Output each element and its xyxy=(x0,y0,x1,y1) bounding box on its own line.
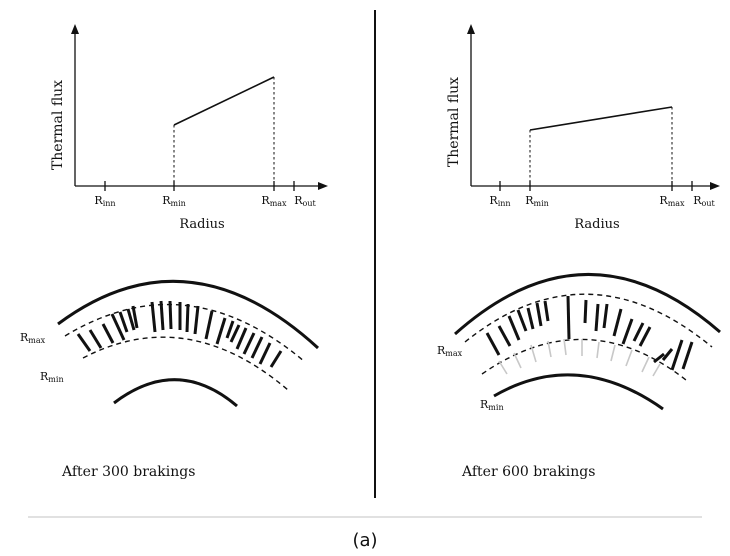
right-crack-mark-11 xyxy=(602,303,609,329)
left-crack-mark-18 xyxy=(235,327,248,350)
right-crack-mark-13 xyxy=(621,318,634,345)
left-crack-mark-5 xyxy=(118,311,129,333)
right-crack-group xyxy=(485,295,694,371)
right-crack-mark-15 xyxy=(638,326,652,347)
right-faint-crack-mark-2 xyxy=(513,352,522,369)
right-faint-crack-mark-4 xyxy=(547,340,552,358)
right-crack-mark-3 xyxy=(507,315,521,341)
right-crack-mark-17 xyxy=(661,348,674,361)
left-crack-mark-4 xyxy=(110,313,126,341)
right-crack-mark-8 xyxy=(566,295,571,340)
right-crack-mark-1 xyxy=(485,332,501,356)
right-faint-crack-mark-9 xyxy=(625,349,633,367)
right-faint-crack-mark-10 xyxy=(641,356,650,373)
left-rmin-arc xyxy=(82,336,289,391)
right-crack-mark-2 xyxy=(497,325,512,347)
left-tick-label-rinn: Rinn xyxy=(94,194,115,208)
right-faint-crack-mark-3 xyxy=(530,344,537,363)
right-crack-mark-16 xyxy=(653,352,665,364)
right-crack-mark-5 xyxy=(526,307,535,330)
right-outer-arc xyxy=(454,273,721,336)
right-crack-mark-19 xyxy=(681,341,694,370)
left-crack-mark-15 xyxy=(215,317,227,345)
left-outer-arc xyxy=(57,279,320,350)
left-tick-label-rmax: Rmax xyxy=(261,194,287,208)
right-crack-mark-4 xyxy=(516,309,528,332)
left-crack-group xyxy=(76,300,283,368)
left-y-arrow-icon xyxy=(71,24,79,34)
left-crack-mark-22 xyxy=(269,350,283,368)
left-crack-mark-14 xyxy=(204,310,214,340)
right-rmin-label: Rmin xyxy=(480,398,504,412)
left-inner-arc xyxy=(113,378,238,408)
right-faint-crack-mark-7 xyxy=(596,341,600,359)
right-rmax-arc xyxy=(464,293,713,348)
right-tick-label-rmin: Rmin xyxy=(525,194,549,208)
right-tick-label-rout: Rout xyxy=(693,194,715,208)
right-disc-sketch: Rmax Rmin After 600 brakings xyxy=(437,273,721,480)
left-crack-mark-3 xyxy=(101,323,115,344)
left-caption: After 300 brakings xyxy=(61,464,195,480)
figure-label: (a) xyxy=(352,530,377,551)
left-rmax-arc xyxy=(64,303,306,363)
left-rmax-label: Rmax xyxy=(20,331,46,345)
right-tick-label-rmax: Rmax xyxy=(659,194,685,208)
left-tick-label-rmin: Rmin xyxy=(162,194,186,208)
left-crack-mark-21 xyxy=(258,342,272,365)
right-faint-crack-mark-5 xyxy=(563,338,567,356)
right-flux-line xyxy=(529,106,673,131)
left-crack-mark-20 xyxy=(250,336,264,359)
right-crack-mark-18 xyxy=(670,339,684,371)
left-flux-plot: Thermal flux Rinn Rmin Rmax Rout Radius xyxy=(50,24,328,232)
left-crack-mark-6 xyxy=(126,308,136,331)
left-disc-sketch: Rmax Rmin After 300 brakings xyxy=(20,279,320,480)
left-x-arrow-icon xyxy=(318,182,328,190)
left-crack-mark-9 xyxy=(159,300,165,331)
right-tick-label-rinn: Rinn xyxy=(489,194,510,208)
right-faint-crack-group xyxy=(498,338,661,377)
left-crack-mark-8 xyxy=(150,301,157,333)
right-crack-mark-6 xyxy=(535,302,543,327)
right-rmax-label: Rmax xyxy=(437,344,463,358)
left-x-label: Radius xyxy=(179,217,224,232)
left-crack-mark-13 xyxy=(193,305,200,335)
right-crack-mark-14 xyxy=(632,322,645,342)
right-x-label: Radius xyxy=(574,217,619,232)
right-crack-mark-9 xyxy=(583,299,588,324)
right-crack-mark-12 xyxy=(612,308,623,337)
left-crack-mark-1 xyxy=(76,333,92,352)
left-crack-mark-12 xyxy=(185,303,190,333)
right-faint-crack-mark-1 xyxy=(498,360,508,375)
right-faint-crack-mark-11 xyxy=(652,363,661,377)
left-crack-mark-7 xyxy=(131,305,139,329)
left-crack-mark-10 xyxy=(168,300,173,330)
right-rmin-arc xyxy=(481,338,687,381)
right-y-label: Thermal flux xyxy=(446,77,462,167)
left-crack-mark-17 xyxy=(229,324,241,343)
right-faint-crack-mark-8 xyxy=(610,344,616,362)
right-inner-arc xyxy=(493,373,664,411)
left-crack-mark-2 xyxy=(88,329,103,349)
left-rmin-label: Rmin xyxy=(40,370,64,384)
right-crack-mark-7 xyxy=(543,300,550,322)
right-y-arrow-icon xyxy=(467,24,475,34)
left-flux-line xyxy=(173,76,275,126)
left-y-label: Thermal flux xyxy=(50,80,66,170)
left-crack-mark-19 xyxy=(242,332,256,355)
right-flux-plot: Thermal flux Rinn Rmin Rmax Rout Radius xyxy=(446,24,720,232)
left-tick-label-rout: Rout xyxy=(294,194,316,208)
left-crack-mark-16 xyxy=(225,320,235,339)
right-crack-mark-10 xyxy=(594,303,600,332)
right-x-arrow-icon xyxy=(710,182,720,190)
right-caption: After 600 brakings xyxy=(461,464,595,480)
